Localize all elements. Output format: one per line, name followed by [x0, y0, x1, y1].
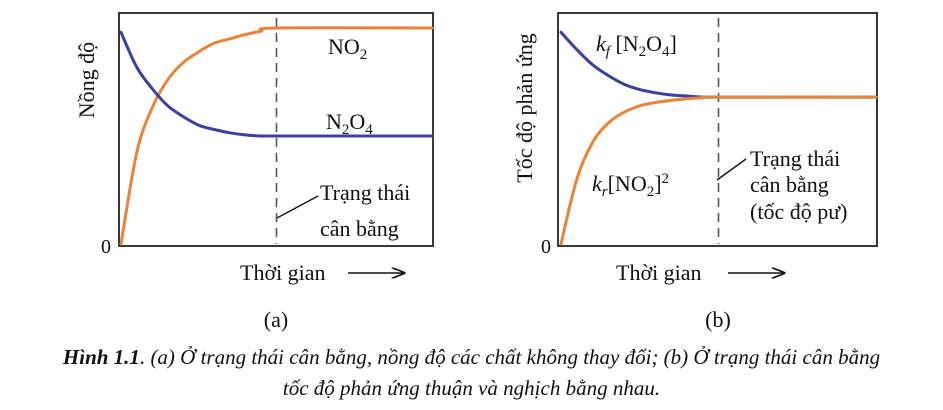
chart-b-frame [557, 12, 878, 247]
chart-a-frame [118, 12, 434, 247]
chart-a-annotation-line1: Trạng thái [320, 180, 410, 205]
chart-a-annotation-line2: cân bằng [320, 216, 399, 241]
chart-a-ylabel: Nồng độ [74, 42, 99, 118]
chart-b-label-kf: kf [N2O4] [596, 31, 677, 60]
figure-caption-text1: . (a) Ở trạng thái cân bằng, nồng độ các… [139, 345, 881, 369]
chart-a: NO2 N2O4 Trạng thái cân bằng Nồng độ 0 T… [74, 12, 434, 332]
chart-b-series-line-1 [559, 95, 878, 246]
figure-caption-prefix: Hình 1.1 [62, 345, 140, 369]
chart-b-y-zero-tick: 0 [541, 236, 551, 258]
chart-b-ylabel: Tốc độ phản ứng [512, 33, 537, 182]
figure-caption-line1: Hình 1.1. (a) Ở trạng thái cân bằng, nồn… [0, 345, 943, 370]
chart-b-xlabel: Thời gian [616, 260, 702, 285]
chart-b-annotation-line1: Trạng thái [750, 146, 840, 171]
chart-a-label-n2o4: N2O4 [326, 109, 373, 138]
chart-b-annotation-line3: (tốc độ pư) [750, 199, 847, 224]
chart-b-label-kr: kr[NO2]2 [592, 171, 669, 200]
chart-b: kf [N2O4] kr[NO2]2 Trạng thái cân bằng (… [512, 12, 878, 332]
chart-a-y-zero-tick: 0 [101, 236, 111, 258]
chart-b-annotation-line2: cân bằng [750, 172, 829, 197]
chart-a-label-no2: NO2 [328, 34, 367, 63]
chart-a-panel-label: (a) [264, 307, 288, 332]
chart-a-xlabel: Thời gian [240, 260, 326, 285]
figure-caption-line2: tốc độ phản ứng thuận và nghịch bằng nha… [282, 376, 661, 400]
chart-b-annotation-pointer [716, 158, 747, 181]
chart-b-panel-label: (b) [705, 307, 731, 332]
chart-a-series-line-0 [119, 26, 434, 246]
chart-a-annotation-pointer [276, 195, 319, 219]
chart-a-series-line-1 [119, 30, 434, 138]
